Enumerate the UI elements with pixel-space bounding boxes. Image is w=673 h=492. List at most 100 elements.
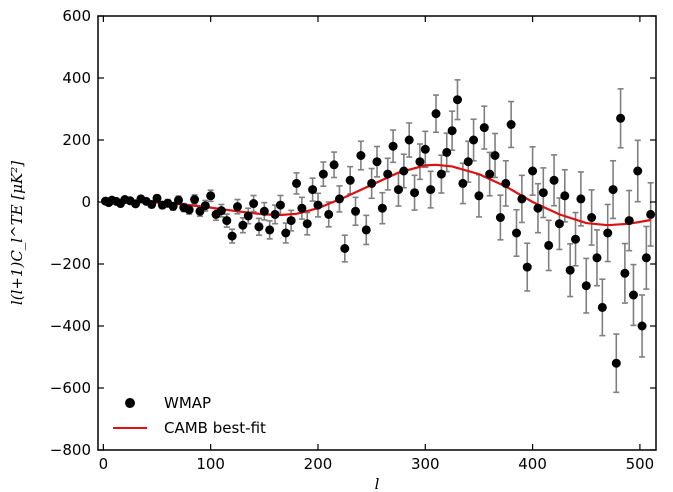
- data-point: [324, 209, 334, 219]
- data-point: [549, 175, 559, 185]
- data-point: [249, 199, 259, 209]
- y-tick-label: 600: [62, 7, 91, 25]
- data-point: [238, 220, 248, 230]
- data-point: [628, 290, 638, 300]
- data-point: [254, 222, 264, 232]
- data-point-layer: [101, 95, 656, 368]
- data-point: [597, 302, 607, 312]
- data-point: [147, 199, 157, 209]
- data-point: [442, 147, 452, 157]
- data-point: [383, 169, 393, 179]
- data-point: [501, 178, 511, 188]
- x-axis-label: l: [375, 475, 380, 492]
- data-point: [517, 194, 527, 204]
- data-point: [265, 225, 275, 235]
- x-tick-label: 400: [518, 455, 547, 473]
- data-point: [318, 169, 328, 179]
- y-tick-label: 200: [62, 131, 91, 149]
- data-point: [184, 205, 194, 215]
- y-tick-label: −800: [50, 441, 91, 459]
- data-point: [426, 185, 436, 195]
- data-point: [458, 178, 468, 188]
- x-tick-label: 300: [411, 455, 440, 473]
- data-point: [356, 151, 366, 160]
- data-point: [340, 244, 350, 253]
- data-point: [620, 268, 630, 278]
- plot-frame: [97, 15, 657, 451]
- data-point: [581, 281, 591, 291]
- x-tick-label: 200: [304, 455, 333, 473]
- legend-label-camb: CAMB best-fit: [164, 419, 266, 437]
- data-point: [616, 113, 626, 123]
- data-point: [560, 191, 570, 201]
- data-point: [565, 265, 575, 275]
- data-point: [592, 253, 602, 263]
- legend-marker-wmap: [125, 398, 135, 408]
- data-point: [292, 178, 302, 188]
- data-point: [608, 185, 618, 195]
- data-point: [420, 144, 430, 154]
- data-point: [641, 253, 651, 263]
- data-point: [270, 209, 280, 219]
- data-point: [216, 206, 226, 216]
- data-point: [297, 203, 307, 213]
- data-point: [222, 216, 232, 226]
- data-point: [485, 169, 495, 179]
- data-point: [637, 321, 647, 331]
- data-point: [431, 109, 441, 119]
- errorbar-layer: [102, 79, 654, 394]
- data-point: [528, 166, 538, 176]
- data-point: [646, 209, 656, 219]
- data-point: [474, 191, 484, 201]
- data-point: [329, 160, 339, 170]
- data-point: [544, 240, 554, 250]
- data-point: [490, 151, 500, 160]
- data-point: [624, 216, 634, 226]
- data-point: [415, 157, 425, 167]
- data-point: [388, 141, 398, 151]
- data-point: [361, 225, 371, 235]
- y-axis-label: l(l+1)C_l^TE [μK²]: [8, 161, 26, 305]
- data-point: [302, 219, 312, 229]
- data-point: [603, 228, 613, 238]
- data-point: [200, 201, 210, 211]
- data-point: [404, 135, 414, 145]
- data-point: [367, 178, 377, 188]
- data-point: [233, 202, 242, 212]
- data-point: [469, 135, 479, 145]
- data-point: [495, 213, 505, 222]
- data-point: [506, 120, 516, 129]
- data-point: [554, 219, 564, 229]
- data-point: [452, 95, 462, 105]
- data-point: [571, 234, 581, 244]
- data-point: [206, 191, 216, 201]
- x-tick-label: 100: [196, 455, 225, 473]
- legend: WMAP CAMB best-fit: [113, 394, 266, 437]
- data-point: [313, 200, 323, 210]
- data-point: [275, 200, 285, 210]
- data-point: [243, 211, 253, 221]
- x-axis-ticks: 0 100 200 300 400 500: [99, 16, 654, 473]
- data-point: [173, 195, 183, 205]
- y-tick-label: −400: [50, 317, 91, 335]
- data-point: [168, 201, 178, 211]
- data-point: [522, 262, 532, 272]
- y-axis-ticks: −800 −600 −400 −200 0 200 400 600: [50, 7, 656, 459]
- data-point: [334, 194, 344, 204]
- data-point: [393, 185, 403, 195]
- data-point: [399, 166, 409, 176]
- data-point: [463, 157, 473, 167]
- x-tick-label: 0: [99, 455, 109, 473]
- data-point: [633, 166, 643, 176]
- data-point: [308, 185, 318, 195]
- data-point: [576, 194, 586, 204]
- data-point: [345, 175, 355, 185]
- data-point: [351, 206, 361, 216]
- data-point: [447, 126, 457, 136]
- data-point: [512, 228, 521, 238]
- data-point: [538, 188, 548, 198]
- data-point: [227, 231, 237, 241]
- data-point: [611, 358, 621, 368]
- data-point: [281, 228, 291, 238]
- y-tick-label: 0: [81, 193, 91, 211]
